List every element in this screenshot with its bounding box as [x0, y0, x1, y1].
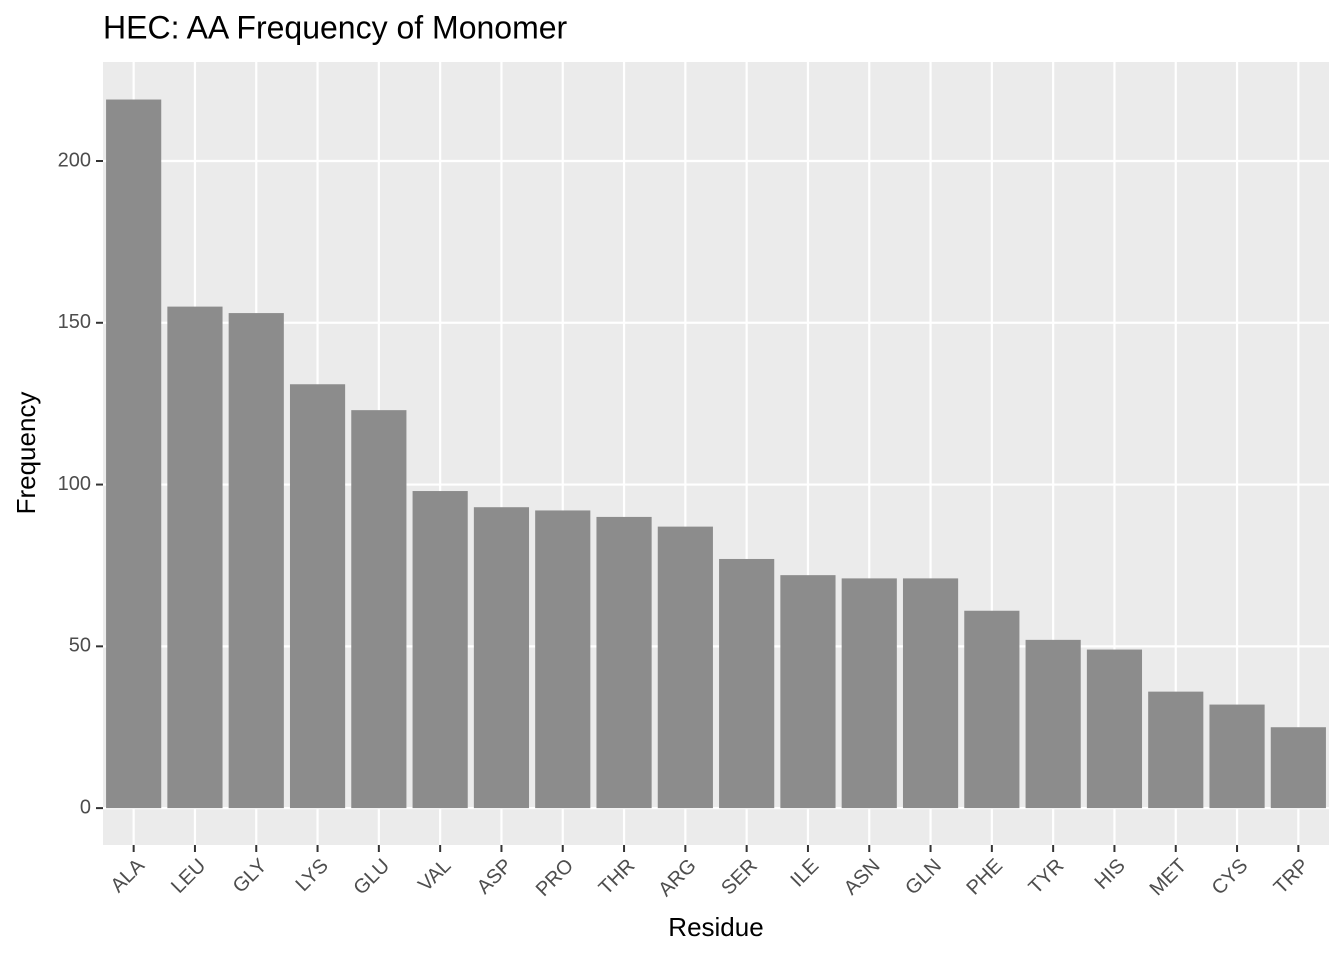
chart-title: HEC: AA Frequency of Monomer: [103, 9, 568, 45]
y-axis-title: Frequency: [11, 392, 41, 515]
bar: [841, 578, 897, 809]
x-tick-label: ALA: [107, 854, 150, 897]
bar: [902, 578, 959, 809]
x-tick-label: TRP: [1270, 855, 1314, 899]
x-tick-label: SER: [717, 855, 762, 900]
bar: [351, 410, 407, 809]
x-tick-label: PHE: [962, 855, 1007, 900]
x-tick-label: LYS: [292, 855, 333, 896]
x-tick-label: GLN: [901, 855, 946, 900]
y-tick-label: 150: [58, 311, 91, 333]
bar: [596, 516, 652, 809]
x-tick-label: ASN: [840, 855, 885, 900]
y-tick-label: 100: [58, 473, 91, 495]
x-tick-label: TYR: [1025, 855, 1069, 899]
y-tick-label: 200: [58, 149, 91, 171]
x-tick-label: PRO: [532, 855, 578, 901]
bar: [1025, 639, 1081, 809]
bar: [780, 575, 836, 809]
bar: [106, 99, 162, 809]
bar: [657, 526, 713, 809]
x-tick-label: ASP: [473, 855, 517, 899]
x-tick-label: ILE: [786, 855, 823, 892]
bar: [1209, 704, 1265, 809]
x-tick-label: LEU: [167, 855, 210, 898]
x-tick-label: CYS: [1208, 855, 1253, 900]
bar: [1086, 649, 1143, 809]
bar: [228, 313, 284, 809]
bar: [289, 384, 346, 809]
bar: [1148, 691, 1204, 809]
bar: [412, 491, 468, 809]
bar: [473, 507, 530, 809]
x-tick-label: GLY: [229, 855, 272, 898]
x-tick-label: GLU: [349, 855, 394, 900]
bar: [719, 558, 775, 809]
x-tick-label: THR: [595, 855, 640, 900]
bar: [1270, 727, 1326, 809]
y-tick-label: 50: [69, 635, 91, 657]
x-tick-label: HIS: [1091, 855, 1130, 894]
x-tick-label: ARG: [654, 855, 700, 901]
x-tick-label: VAL: [414, 855, 455, 896]
panel: [103, 62, 1329, 845]
x-tick-label: MET: [1146, 855, 1191, 900]
bar: [167, 306, 223, 809]
y-tick-label: 0: [80, 796, 91, 818]
x-axis-title: Residue: [668, 912, 763, 942]
bar: [964, 610, 1020, 809]
bar: [535, 510, 591, 809]
